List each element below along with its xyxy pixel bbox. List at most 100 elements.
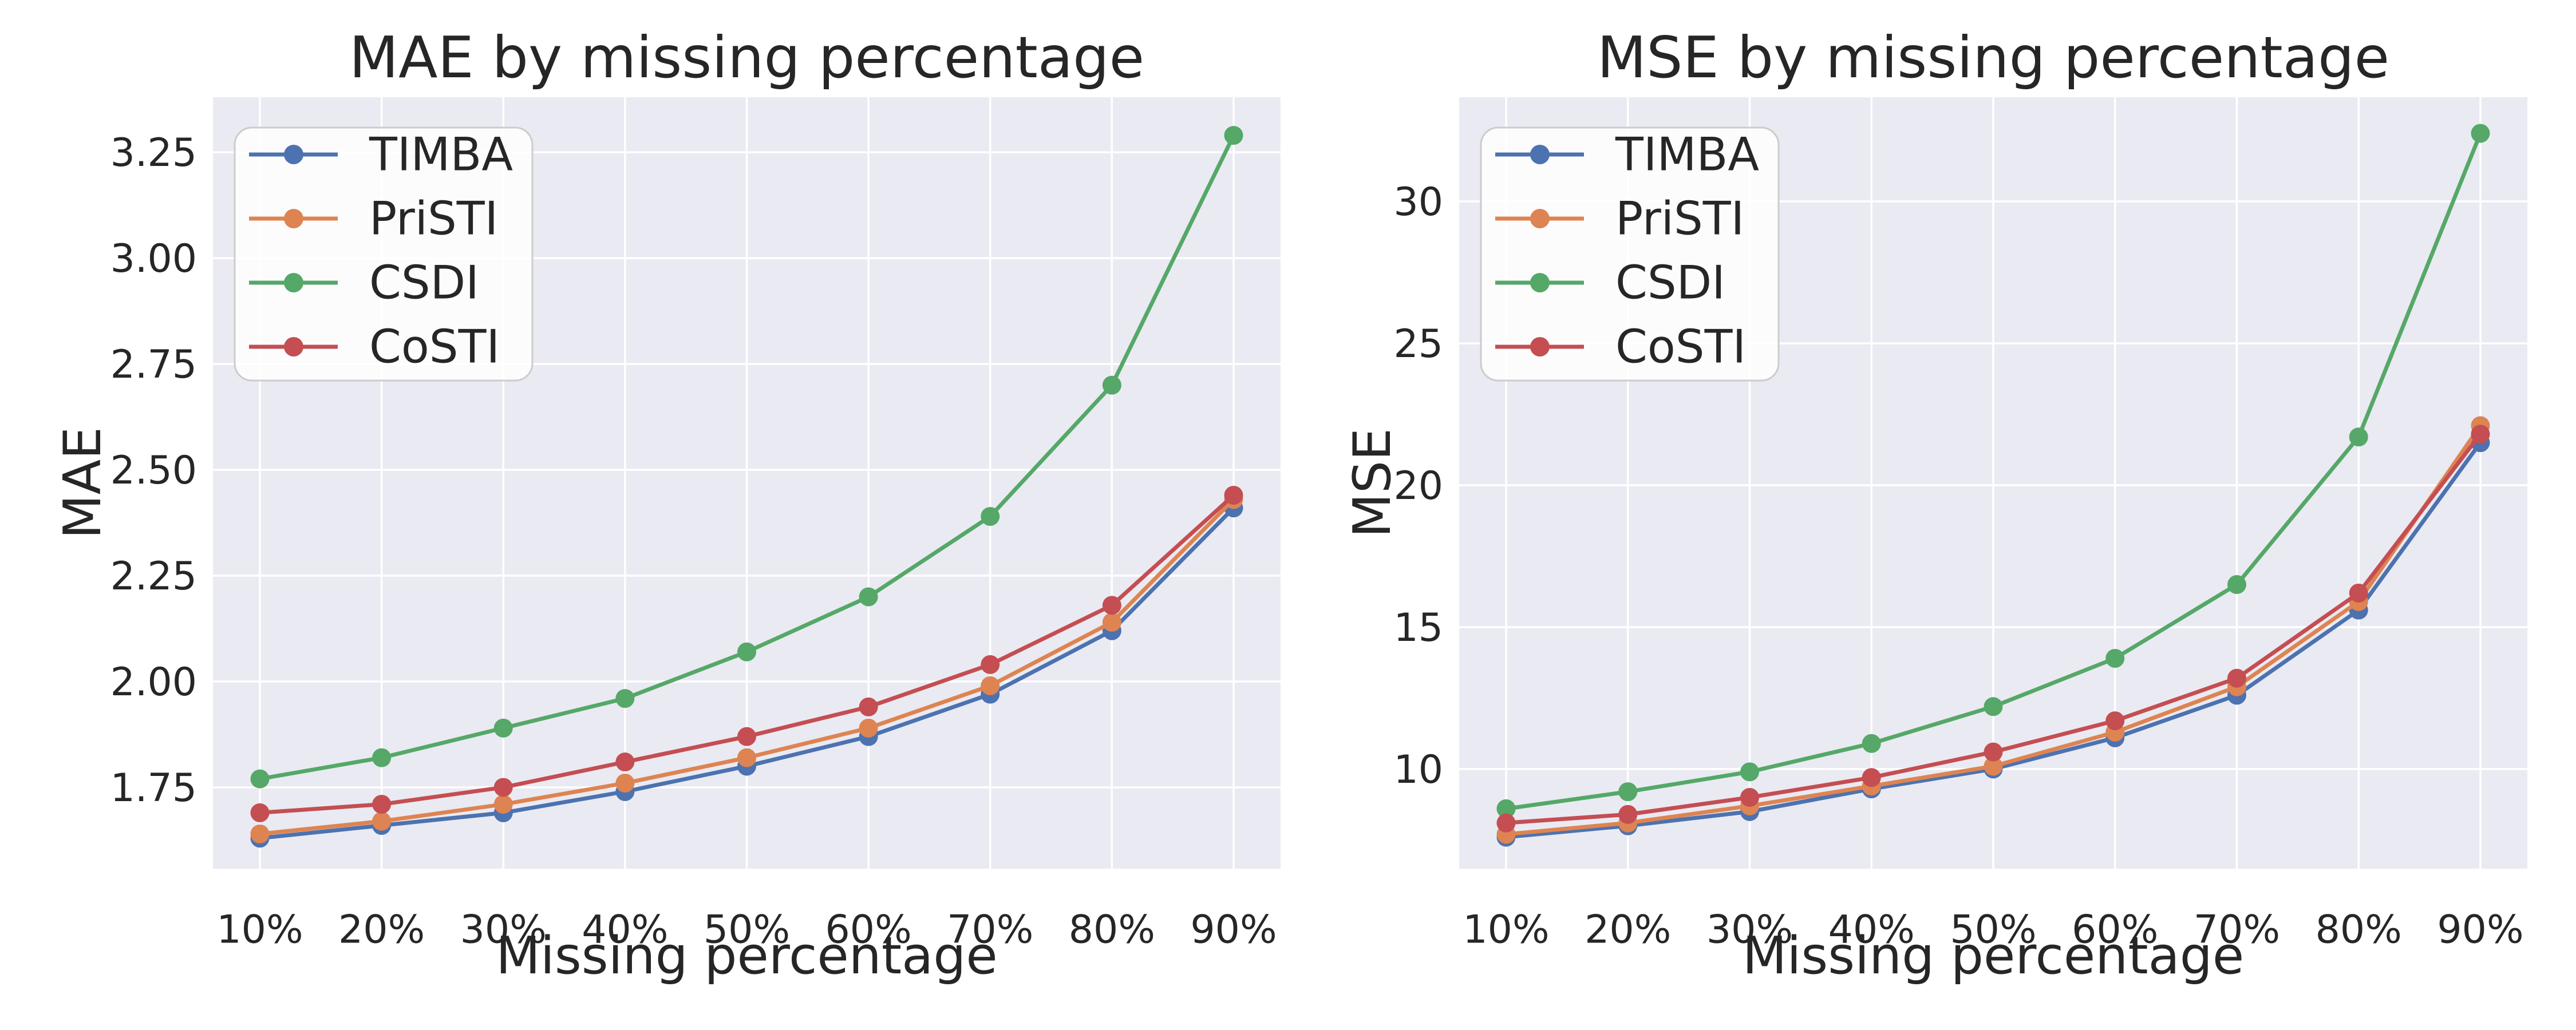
x-tick-label: 80% <box>2316 908 2402 953</box>
data-point-CSDI <box>493 718 513 738</box>
x-tick-label: 40% <box>582 908 668 953</box>
data-point-CoSTI <box>372 795 392 814</box>
data-point-CoSTI <box>1224 485 1243 505</box>
x-tick-label: 40% <box>1828 908 1915 953</box>
x-tick-label: 10% <box>1463 908 1549 953</box>
x-tick-label: 70% <box>947 908 1033 953</box>
y-tick-label: 3.00 <box>110 236 197 282</box>
y-tick-label: 2.50 <box>110 448 197 493</box>
mse-chart-panel: 10 15 20 25 30 10% 20% 30% 40% 50% 60% 70% 80% 90% TIM… <box>1288 0 2576 1030</box>
data-point-CSDI <box>981 506 1000 526</box>
legend-marker-TIMBA <box>1530 145 1550 164</box>
data-point-CSDI <box>1496 799 1516 818</box>
data-point-CoSTI <box>859 697 878 716</box>
x-tick-label: 10% <box>216 908 303 953</box>
data-point-CoSTI <box>615 752 635 772</box>
data-point-CoSTI <box>737 727 756 746</box>
x-tick-label: 50% <box>704 908 790 953</box>
y-tick-label: 2.75 <box>110 342 197 387</box>
x-tick-label: 30% <box>1706 908 1793 953</box>
data-point-CoSTI <box>1984 742 2003 762</box>
y-tick-label: 30 <box>1393 180 1443 225</box>
mae-chart-panel: 1.75 2.00 2.25 2.50 2.75 3.00 3.25 10% 20% 30% 40%… <box>53 24 1281 986</box>
data-point-PriSTI <box>1984 756 2003 776</box>
x-tick-label: 50% <box>1950 908 2036 953</box>
legend-marker-PriSTI <box>1530 209 1550 228</box>
data-point-PriSTI <box>1102 612 1121 632</box>
legend-box <box>1480 126 1780 382</box>
x-tick-label: 60% <box>825 908 912 953</box>
legend-marker-CoSTI <box>1530 337 1550 356</box>
data-point-CSDI <box>2105 648 2125 668</box>
data-point-CSDI <box>859 587 878 607</box>
mae-chart-title: MAE by missing percentage <box>349 24 1145 91</box>
mae-plot-canvas: 1.75 2.00 2.25 2.50 2.75 3.00 3.25 10% 20% 30% 40%… <box>110 97 1281 953</box>
mae-y-axis-label: MAE <box>53 426 113 540</box>
data-point-PriSTI <box>250 824 270 843</box>
legend-marker-CoSTI <box>284 337 303 356</box>
data-point-CoSTI <box>2471 425 2490 444</box>
data-point-CoSTI <box>1102 596 1121 615</box>
mae-x-axis-label: Missing percentage <box>496 926 998 986</box>
data-point-PriSTI <box>981 676 1000 695</box>
legend-item-label: PriSTI <box>369 192 498 245</box>
y-tick-label: 1.75 <box>110 766 197 811</box>
data-point-CSDI <box>1984 697 2003 716</box>
legend-item-label: CSDI <box>1615 256 1725 310</box>
data-point-CoSTI <box>1862 768 1881 787</box>
mse-y-axis-label: MSE <box>1342 428 1402 538</box>
data-point-CSDI <box>372 748 392 767</box>
data-point-PriSTI <box>859 718 878 738</box>
data-point-CSDI <box>2227 575 2246 595</box>
mse-x-axis-label: Missing percentage <box>1742 926 2245 986</box>
data-point-PriSTI <box>372 811 392 831</box>
x-tick-label: 30% <box>460 908 547 953</box>
legend-item-label: PriSTI <box>1615 192 1744 245</box>
legend-item-label: CoSTI <box>369 320 500 374</box>
data-point-CSDI <box>2471 124 2490 143</box>
mse-plot-canvas: 10 15 20 25 30 10% 20% 30% 40% 50% 60% 70% 80% 90% TIM… <box>1393 97 2527 953</box>
y-tick-label: 3.25 <box>110 130 197 176</box>
data-point-PriSTI <box>615 774 635 793</box>
legend-box <box>234 126 534 382</box>
y-tick-label: 2.00 <box>110 660 197 705</box>
x-tick-label: 80% <box>1069 908 1155 953</box>
y-tick-label: 2.25 <box>110 554 197 599</box>
data-point-CSDI <box>1618 782 1638 802</box>
data-point-CSDI <box>2349 427 2368 447</box>
x-tick-label: 60% <box>2072 908 2158 953</box>
mse-chart-title: MSE by missing percentage <box>1597 24 2390 91</box>
legend-marker-CSDI <box>284 273 303 292</box>
legend-item-label: CSDI <box>369 256 479 310</box>
data-point-CSDI <box>1862 734 1881 753</box>
data-point-CSDI <box>250 769 270 789</box>
x-tick-label: 20% <box>338 908 425 953</box>
data-point-CoSTI <box>493 778 513 797</box>
y-tick-label: 25 <box>1393 322 1443 367</box>
data-point-PriSTI <box>493 795 513 814</box>
x-tick-label: 90% <box>1190 908 1277 953</box>
data-point-CoSTI <box>2105 711 2125 731</box>
legend-item-label: TIMBA <box>369 128 513 181</box>
y-tick-label: 20 <box>1393 464 1443 509</box>
y-tick-label: 15 <box>1393 605 1443 651</box>
legend-item-label: CoSTI <box>1615 320 1746 374</box>
data-point-CSDI <box>1102 375 1121 395</box>
x-tick-label: 90% <box>2437 908 2523 953</box>
legend-item-label: TIMBA <box>1615 128 1759 181</box>
data-point-CSDI <box>1740 762 1759 782</box>
legend-marker-CSDI <box>1530 273 1550 292</box>
y-tick-label: 10 <box>1393 747 1443 793</box>
legend-marker-TIMBA <box>284 145 303 164</box>
x-tick-label: 20% <box>1585 908 1671 953</box>
data-point-CoSTI <box>1740 788 1759 807</box>
data-point-CoSTI <box>2227 668 2246 688</box>
data-point-PriSTI <box>737 748 756 767</box>
data-point-CSDI <box>737 642 756 661</box>
data-point-CoSTI <box>2349 583 2368 603</box>
data-point-CoSTI <box>981 655 1000 674</box>
data-point-CoSTI <box>1618 805 1638 824</box>
x-tick-label: 70% <box>2194 908 2280 953</box>
data-point-CoSTI <box>1496 813 1516 833</box>
data-point-CoSTI <box>250 803 270 822</box>
